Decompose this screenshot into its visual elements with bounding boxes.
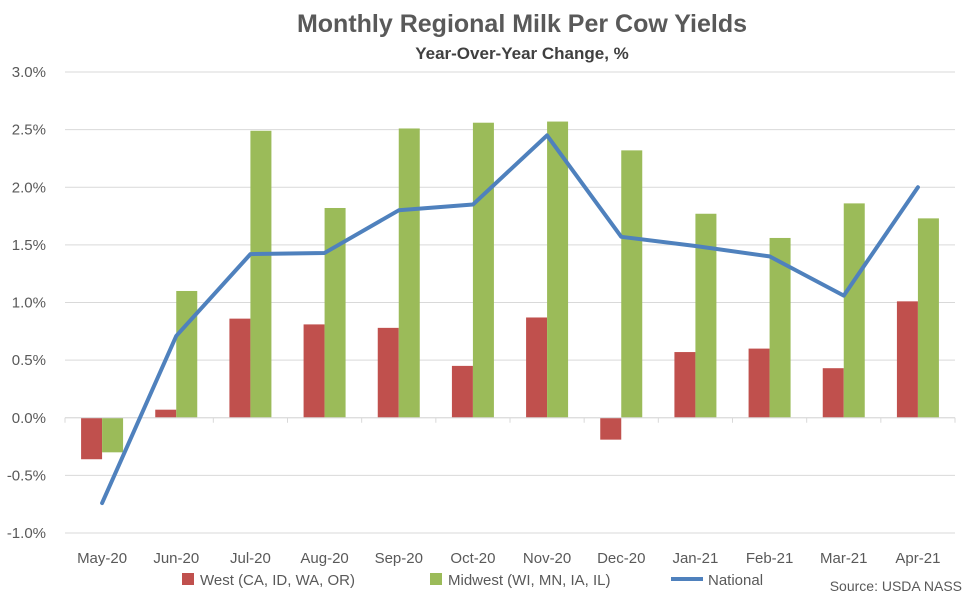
legend-west-label: West (CA, ID, WA, OR) xyxy=(200,572,355,589)
x-tick-label: Dec-20 xyxy=(597,550,645,567)
west-bar xyxy=(896,301,918,418)
y-tick-label: -0.5% xyxy=(7,467,46,484)
legend-midwest-swatch xyxy=(430,573,442,585)
x-tick-label: Mar-21 xyxy=(820,550,868,567)
x-tick-label: Jan-21 xyxy=(672,550,718,567)
midwest-bar xyxy=(102,417,124,453)
west-bar xyxy=(229,318,251,418)
y-tick-label: 2.0% xyxy=(12,179,46,196)
x-tick-label: Aug-20 xyxy=(300,550,348,567)
legend-west-swatch xyxy=(182,573,194,585)
midwest-bar xyxy=(621,150,643,418)
legend-midwest-label: Midwest (WI, MN, IA, IL) xyxy=(448,572,611,589)
x-tick-label: Feb-21 xyxy=(746,550,794,567)
midwest-bar xyxy=(472,122,494,418)
y-tick-label: 1.5% xyxy=(12,237,46,254)
x-tick-label: Oct-20 xyxy=(450,550,495,567)
x-tick-label: Sep-20 xyxy=(375,550,423,567)
y-tick-label: 0.5% xyxy=(12,352,46,369)
y-tick-label: 3.0% xyxy=(12,64,46,81)
zero-line xyxy=(64,417,956,423)
bars xyxy=(81,121,939,460)
legend-national-label: National xyxy=(708,572,763,589)
legend: West (CA, ID, WA, OR) Midwest (WI, MN, IA… xyxy=(182,572,763,589)
west-bar xyxy=(155,409,177,418)
west-bar xyxy=(748,348,770,418)
source-note: Source: USDA NASS xyxy=(830,578,962,594)
midwest-bar xyxy=(398,128,420,418)
y-axis-ticks: -1.0% -0.5% 0.0% 0.5% 1.0% 1.5% 2.0% 2.5% 3.0% xyxy=(7,64,46,542)
midwest-bar xyxy=(547,121,569,418)
national-line-path xyxy=(100,133,920,506)
midwest-bar xyxy=(843,203,865,418)
x-tick-label: May-20 xyxy=(77,550,127,567)
x-tick-label: Apr-21 xyxy=(895,550,940,567)
west-bar xyxy=(674,352,696,418)
chart-title: Monthly Regional Milk Per Cow Yields xyxy=(297,10,747,38)
chart-subtitle: Year-Over-Year Change, % xyxy=(415,44,629,63)
x-axis-ticks: May-20 Jun-20 Jul-20 Aug-20 Sep-20 Oct-20 Nov-… xyxy=(77,550,940,567)
x-tick-label: Jul-20 xyxy=(230,550,271,567)
west-bar xyxy=(303,324,325,418)
west-bar xyxy=(451,365,473,418)
midwest-bar xyxy=(769,237,791,418)
midwest-bar xyxy=(250,130,272,418)
west-bar xyxy=(822,368,844,418)
gridlines xyxy=(65,71,955,534)
midwest-bar xyxy=(917,218,939,418)
midwest-bar xyxy=(324,207,346,418)
y-tick-label: 2.5% xyxy=(12,122,46,139)
west-bar xyxy=(526,317,548,418)
x-tick-label: Nov-20 xyxy=(523,550,571,567)
midwest-bar xyxy=(695,213,717,418)
west-bar xyxy=(600,417,622,440)
west-bar xyxy=(377,327,399,418)
y-tick-label: 0.0% xyxy=(12,410,46,427)
midwest-bar xyxy=(176,290,198,418)
y-tick-label: 1.0% xyxy=(12,295,46,312)
x-tick-label: Jun-20 xyxy=(153,550,199,567)
y-tick-label: -1.0% xyxy=(7,525,46,542)
national-line xyxy=(100,133,920,506)
west-bar xyxy=(81,417,103,460)
